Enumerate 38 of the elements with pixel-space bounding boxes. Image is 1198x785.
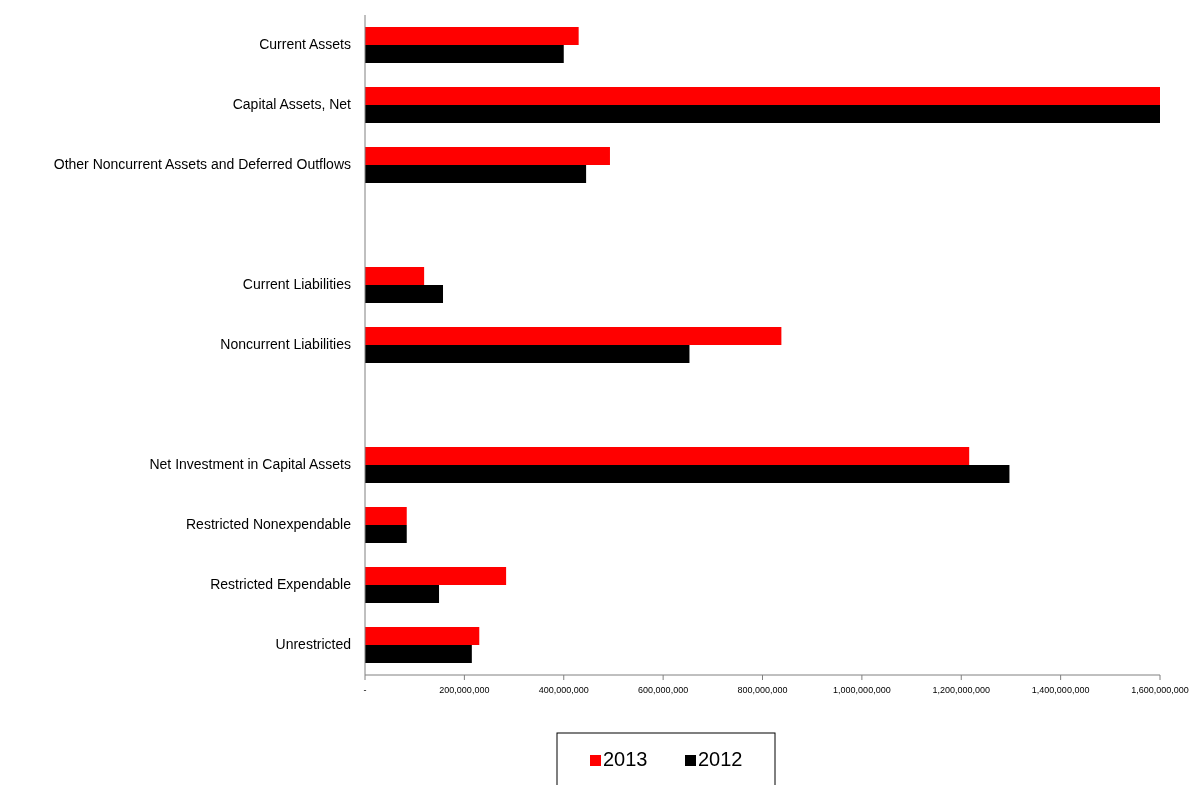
x-tick-label: 800,000,000 — [737, 685, 788, 695]
bar — [365, 627, 480, 645]
y-tick-label: Current Assets — [259, 35, 351, 52]
y-tick-label: Unrestricted — [275, 635, 351, 652]
x-tick-label: 1,200,000,000 — [932, 685, 991, 695]
x-tick-label: 1,600,000,000 — [1131, 685, 1189, 695]
x-tick-label: 1,400,000,000 — [1031, 685, 1090, 695]
bar — [365, 267, 425, 285]
x-tick-label: 200,000,000 — [439, 685, 490, 695]
bar — [365, 645, 472, 663]
y-tick-label: Capital Assets, Net — [232, 95, 352, 112]
bar — [365, 105, 1160, 123]
x-tick-label: 400,000,000 — [538, 685, 589, 695]
legend-label: 2012 — [698, 748, 743, 771]
y-tick-label: Noncurrent Liabilities — [220, 335, 351, 352]
x-tick-label: 1,000,000,000 — [833, 685, 891, 695]
bar — [365, 567, 507, 585]
bar — [365, 285, 444, 303]
bar — [365, 447, 970, 465]
bar — [365, 87, 1160, 105]
bar — [365, 147, 610, 165]
y-tick-label: Other Noncurrent Assets and Deferred Outflows — [53, 155, 351, 172]
bar — [365, 27, 579, 45]
bar — [365, 465, 1010, 483]
bar — [365, 585, 440, 603]
bar — [365, 327, 782, 345]
y-tick-label: Restricted Nonexpendable — [186, 515, 352, 532]
y-tick-label: Net Investment in Capital Assets — [149, 455, 351, 472]
y-tick-label: Current Liabilities — [242, 275, 351, 292]
bar — [365, 525, 407, 543]
bar — [365, 45, 564, 63]
y-tick-label: Restricted Expendable — [210, 575, 352, 592]
bar — [365, 165, 587, 183]
x-tick-label: 600,000,000 — [638, 685, 689, 695]
bar — [365, 345, 690, 363]
x-tick-label: - — [363, 685, 367, 695]
bar — [365, 507, 407, 525]
legend-label: 2013 — [603, 748, 648, 771]
